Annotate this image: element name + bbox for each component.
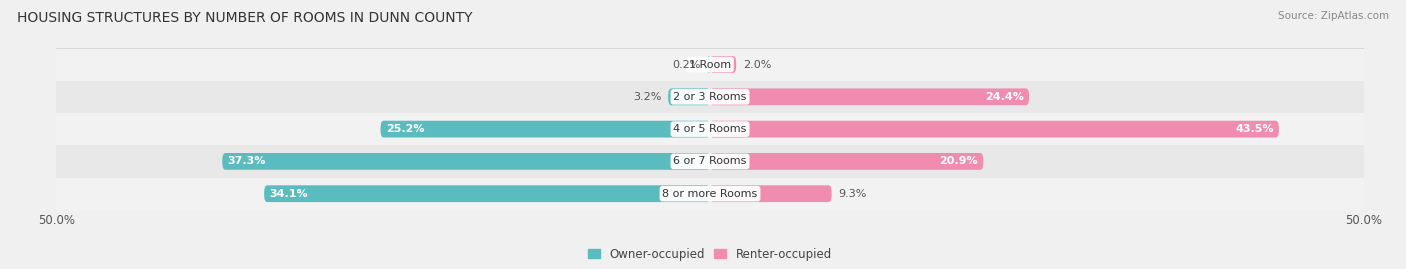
FancyBboxPatch shape bbox=[668, 89, 710, 105]
Text: 2.0%: 2.0% bbox=[742, 59, 770, 70]
Text: 6 or 7 Rooms: 6 or 7 Rooms bbox=[673, 156, 747, 167]
Text: 20.9%: 20.9% bbox=[939, 156, 979, 167]
FancyBboxPatch shape bbox=[710, 89, 1029, 105]
Text: 25.2%: 25.2% bbox=[385, 124, 425, 134]
Text: 24.4%: 24.4% bbox=[986, 92, 1024, 102]
Bar bbox=[56, 81, 1364, 113]
Bar bbox=[56, 145, 1364, 178]
Text: 34.1%: 34.1% bbox=[270, 189, 308, 199]
Text: 8 or more Rooms: 8 or more Rooms bbox=[662, 189, 758, 199]
Text: 4 or 5 Rooms: 4 or 5 Rooms bbox=[673, 124, 747, 134]
Text: HOUSING STRUCTURES BY NUMBER OF ROOMS IN DUNN COUNTY: HOUSING STRUCTURES BY NUMBER OF ROOMS IN… bbox=[17, 11, 472, 25]
Text: Source: ZipAtlas.com: Source: ZipAtlas.com bbox=[1278, 11, 1389, 21]
FancyBboxPatch shape bbox=[381, 121, 710, 137]
FancyBboxPatch shape bbox=[222, 153, 710, 170]
Text: 9.3%: 9.3% bbox=[838, 189, 866, 199]
FancyBboxPatch shape bbox=[710, 185, 831, 202]
FancyBboxPatch shape bbox=[707, 56, 710, 73]
Bar bbox=[56, 48, 1364, 81]
Text: 37.3%: 37.3% bbox=[228, 156, 266, 167]
Text: 0.2%: 0.2% bbox=[672, 59, 700, 70]
FancyBboxPatch shape bbox=[710, 121, 1279, 137]
Legend: Owner-occupied, Renter-occupied: Owner-occupied, Renter-occupied bbox=[583, 243, 837, 265]
Text: 2 or 3 Rooms: 2 or 3 Rooms bbox=[673, 92, 747, 102]
FancyBboxPatch shape bbox=[710, 153, 983, 170]
Text: 1 Room: 1 Room bbox=[689, 59, 731, 70]
Bar bbox=[56, 113, 1364, 145]
Text: 43.5%: 43.5% bbox=[1234, 124, 1274, 134]
Bar bbox=[56, 178, 1364, 210]
Text: 3.2%: 3.2% bbox=[633, 92, 662, 102]
FancyBboxPatch shape bbox=[710, 56, 737, 73]
FancyBboxPatch shape bbox=[264, 185, 710, 202]
